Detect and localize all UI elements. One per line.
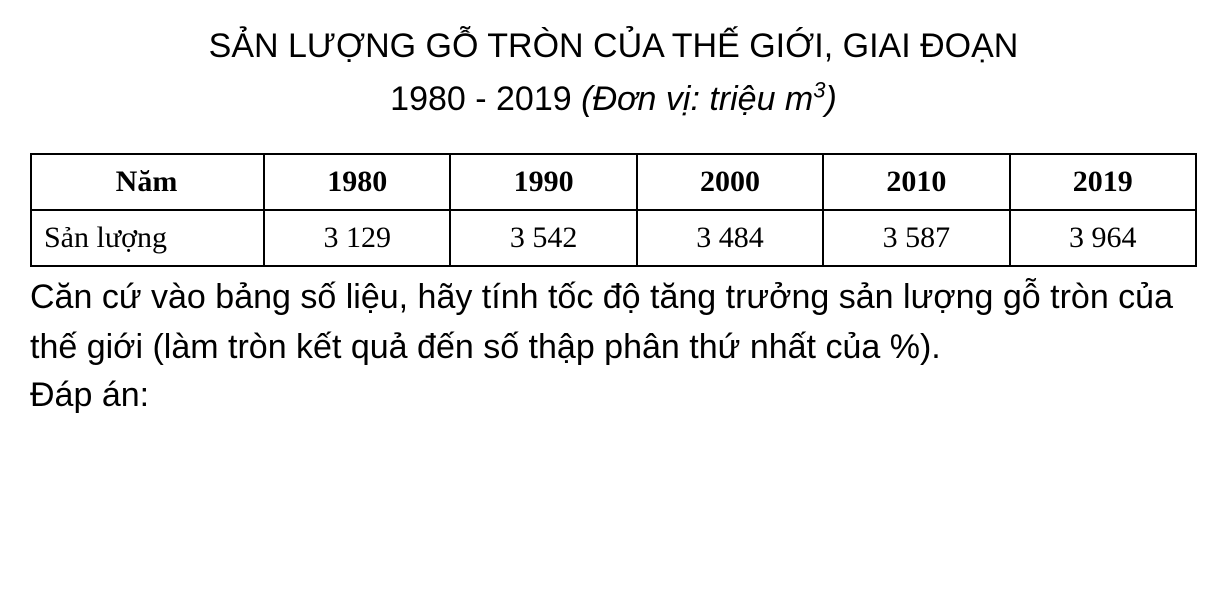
title-unit-suffix: ) xyxy=(826,80,837,118)
title-unit-sup: 3 xyxy=(813,77,825,102)
table-col-2: 2000 xyxy=(637,154,823,210)
table-header-label: Năm xyxy=(31,154,264,210)
table-col-1: 1990 xyxy=(450,154,636,210)
page-container: SẢN LƯỢNG GỖ TRÒN CỦA THẾ GIỚI, GIAI ĐOẠ… xyxy=(0,0,1227,415)
table-row: Sản lượng 3 129 3 542 3 484 3 587 3 964 xyxy=(31,210,1196,266)
table-cell-0: 3 129 xyxy=(264,210,450,266)
table-cell-1: 3 542 xyxy=(450,210,636,266)
table-col-3: 2010 xyxy=(823,154,1009,210)
title-block: SẢN LƯỢNG GỖ TRÒN CỦA THẾ GIỚI, GIAI ĐOẠ… xyxy=(30,20,1197,125)
title-unit: (Đơn vị: triệu m3) xyxy=(581,80,837,118)
table-cell-2: 3 484 xyxy=(637,210,823,266)
title-unit-prefix: (Đơn vị: triệu m xyxy=(581,80,813,118)
title-line2-prefix: 1980 - 2019 xyxy=(390,80,581,118)
table-cell-3: 3 587 xyxy=(823,210,1009,266)
answer-label: Đáp án: xyxy=(30,376,1197,415)
table-col-4: 2019 xyxy=(1010,154,1196,210)
table-row-label: Sản lượng xyxy=(31,210,264,266)
table-cell-4: 3 964 xyxy=(1010,210,1196,266)
data-table: Năm 1980 1990 2000 2010 2019 Sản lượng 3… xyxy=(30,153,1197,267)
title-line1: SẢN LƯỢNG GỖ TRÒN CỦA THẾ GIỚI, GIAI ĐOẠ… xyxy=(209,27,1019,65)
table-header-row: Năm 1980 1990 2000 2010 2019 xyxy=(31,154,1196,210)
table-col-0: 1980 xyxy=(264,154,450,210)
question-text: Căn cứ vào bảng số liệu, hãy tính tốc độ… xyxy=(30,273,1197,372)
